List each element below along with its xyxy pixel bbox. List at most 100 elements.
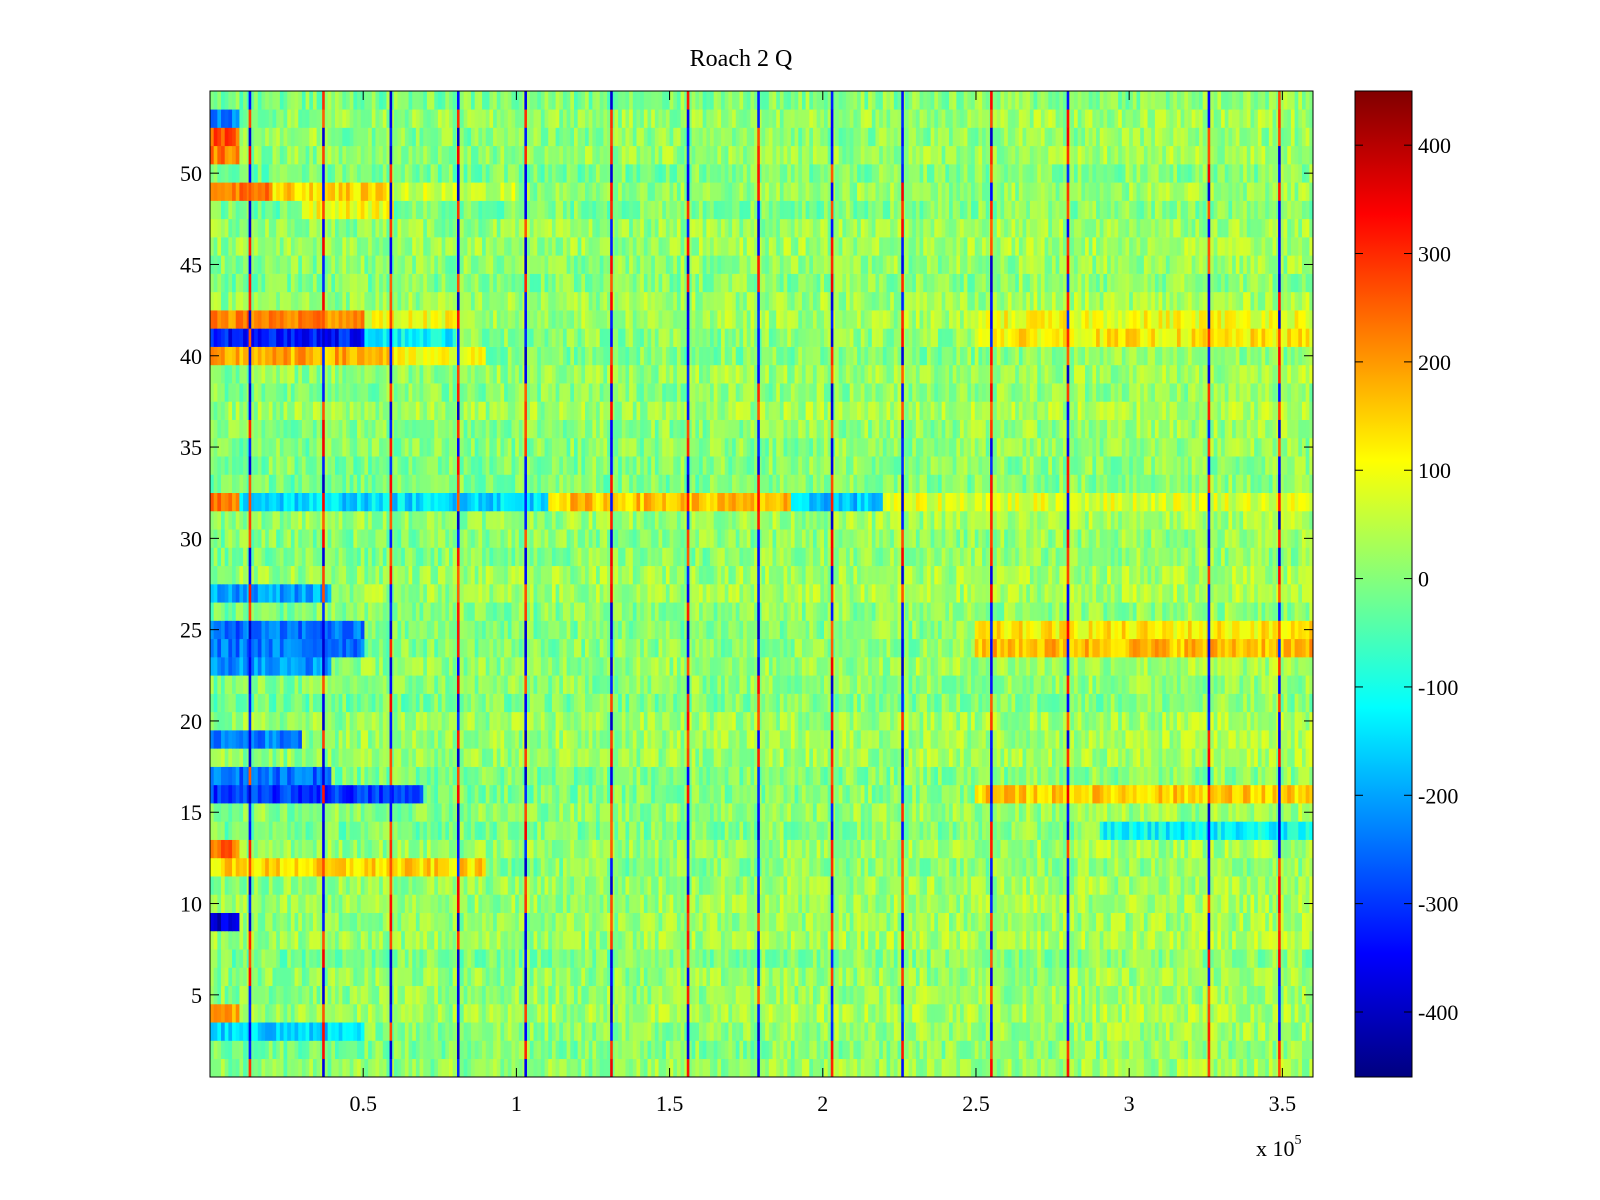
heatmap-cell bbox=[665, 784, 671, 804]
heatmap-cell bbox=[217, 784, 222, 804]
heatmap-cell bbox=[794, 930, 799, 950]
heatmap-cell bbox=[1059, 1058, 1064, 1077]
heatmap-cell bbox=[985, 803, 991, 822]
heatmap-cell bbox=[919, 894, 924, 913]
heatmap-cell bbox=[978, 876, 983, 895]
heatmap-cell bbox=[349, 912, 354, 932]
heatmap-cell bbox=[809, 857, 814, 877]
heatmap-cell bbox=[1077, 985, 1082, 1005]
heatmap-cell bbox=[588, 949, 593, 968]
heatmap-cell bbox=[1055, 784, 1060, 804]
heatmap-cell bbox=[312, 876, 318, 895]
heatmap-cell bbox=[290, 857, 296, 877]
heatmap-cell bbox=[1228, 1003, 1233, 1023]
heatmap-cell bbox=[1272, 985, 1277, 1005]
heatmap-cell bbox=[471, 949, 476, 968]
heatmap-cell bbox=[717, 894, 722, 913]
heatmap-cell bbox=[610, 1040, 616, 1060]
heatmap-cell bbox=[290, 1003, 296, 1023]
heatmap-cell bbox=[1103, 1058, 1108, 1077]
heatmap-cell bbox=[482, 949, 487, 968]
heatmap-cell bbox=[1176, 967, 1182, 986]
heatmap-cell bbox=[798, 839, 803, 859]
heatmap-cell bbox=[592, 894, 597, 913]
heatmap-cell bbox=[1059, 1040, 1064, 1060]
heatmap-cell bbox=[1048, 894, 1053, 913]
heatmap-cell bbox=[1085, 784, 1090, 804]
heatmap-cell bbox=[1154, 967, 1160, 986]
heatmap-cell bbox=[1092, 1022, 1097, 1041]
heatmap-cell bbox=[570, 967, 575, 986]
heatmap-cell bbox=[857, 1058, 862, 1077]
heatmap-cell bbox=[349, 766, 354, 786]
heatmap-cell bbox=[1015, 821, 1020, 840]
heatmap-cell bbox=[592, 839, 597, 859]
heatmap-cell bbox=[577, 839, 582, 859]
heatmap-cell bbox=[1187, 912, 1193, 932]
heatmap-cell bbox=[937, 949, 943, 968]
heatmap-cell bbox=[1121, 1040, 1127, 1060]
heatmap-cell bbox=[1070, 1003, 1075, 1023]
heatmap-cell bbox=[1305, 967, 1310, 986]
heatmap-cell bbox=[283, 949, 288, 968]
heatmap-cell bbox=[423, 803, 428, 822]
heatmap-cell bbox=[750, 949, 755, 968]
heatmap-cell bbox=[1151, 839, 1156, 859]
heatmap-cell bbox=[460, 894, 465, 913]
heatmap-cell bbox=[864, 857, 869, 877]
heatmap-cell bbox=[647, 1040, 652, 1060]
heatmap-cell bbox=[1088, 821, 1093, 840]
heatmap-cell bbox=[912, 949, 917, 968]
heatmap-cell bbox=[952, 912, 957, 932]
heatmap-cell bbox=[1059, 949, 1064, 968]
heatmap-cell bbox=[1191, 1040, 1196, 1060]
heatmap-cell bbox=[243, 1003, 248, 1023]
heatmap-cell bbox=[312, 894, 318, 913]
heatmap-cell bbox=[1147, 784, 1152, 804]
heatmap-cell bbox=[1232, 839, 1237, 859]
heatmap-cell bbox=[1059, 912, 1064, 932]
heatmap-cell bbox=[1026, 1022, 1031, 1041]
heatmap-cell bbox=[1000, 1040, 1005, 1060]
heatmap-cell bbox=[632, 985, 638, 1005]
heatmap-cell bbox=[305, 1058, 310, 1077]
heatmap-cell bbox=[724, 1040, 730, 1060]
heatmap-cell bbox=[779, 1058, 785, 1077]
heatmap-cell bbox=[1191, 784, 1196, 804]
heatmap-cell bbox=[346, 894, 351, 913]
heatmap-cell bbox=[224, 930, 229, 950]
heatmap-cell bbox=[1118, 949, 1123, 968]
heatmap-cell bbox=[1092, 967, 1097, 986]
heatmap-cell bbox=[566, 1058, 571, 1077]
heatmap-cell bbox=[335, 857, 340, 877]
heatmap-cell bbox=[908, 784, 913, 804]
heatmap-cell bbox=[695, 1003, 700, 1023]
heatmap-cell bbox=[982, 839, 987, 859]
heatmap-cell bbox=[250, 803, 255, 822]
heatmap-cell bbox=[1059, 839, 1064, 859]
heatmap-cell bbox=[640, 1058, 645, 1077]
heatmap-cell bbox=[699, 803, 704, 822]
heatmap-cell bbox=[368, 949, 373, 968]
heatmap-cell bbox=[787, 1022, 792, 1041]
heatmap-cell bbox=[636, 839, 641, 859]
heatmap-cell bbox=[643, 766, 649, 786]
heatmap-cell bbox=[890, 784, 895, 804]
heatmap-cell bbox=[1044, 985, 1049, 1005]
heatmap-cell bbox=[1265, 1003, 1270, 1023]
heatmap-cell bbox=[882, 967, 888, 986]
heatmap-cell bbox=[1298, 821, 1303, 840]
heatmap-cell bbox=[515, 821, 520, 840]
heatmap-cell bbox=[1051, 1058, 1057, 1077]
heatmap-cell bbox=[1022, 1058, 1027, 1077]
heatmap-cell bbox=[368, 1058, 373, 1077]
heatmap-cell bbox=[710, 821, 715, 840]
heatmap-cell bbox=[371, 857, 377, 877]
heatmap-cell bbox=[1158, 912, 1163, 932]
heatmap-cell bbox=[1162, 967, 1167, 986]
heatmap-cell bbox=[886, 784, 891, 804]
heatmap-cell bbox=[783, 821, 788, 840]
heatmap-cell bbox=[386, 912, 391, 932]
heatmap-cell bbox=[290, 985, 296, 1005]
heatmap-cell bbox=[559, 839, 564, 859]
